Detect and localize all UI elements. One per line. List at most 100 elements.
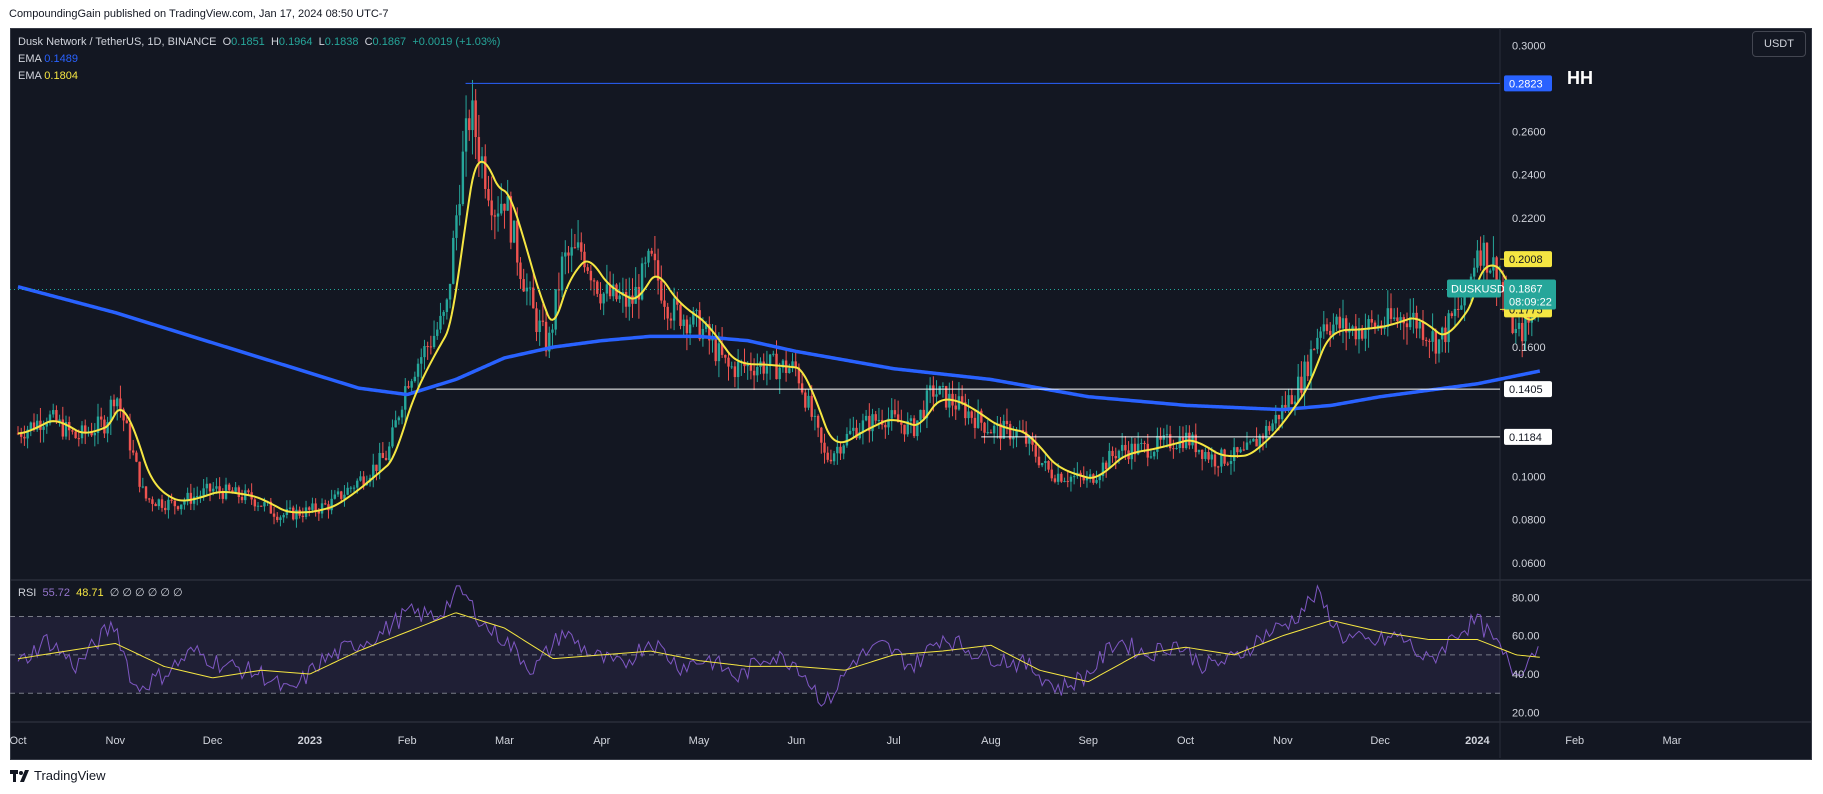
candle-body: [1063, 480, 1066, 482]
candle-body: [618, 295, 621, 300]
rsi-ma-value: 48.71: [76, 587, 104, 599]
candle-body: [1210, 454, 1213, 460]
candle-body: [468, 118, 471, 131]
candle-body: [986, 432, 989, 434]
candle-body: [1239, 449, 1242, 453]
candle-body: [576, 242, 580, 248]
candle-body: [522, 279, 525, 292]
candle-body: [1396, 317, 1399, 321]
symbol-name[interactable]: Dusk Network / TetherUS, 1D, BINANCE: [18, 36, 217, 48]
low-label: L: [318, 36, 325, 48]
candle-body: [487, 188, 490, 201]
candle-body: [61, 419, 65, 437]
symbol-tag-text: DUSKUSDT: [1451, 284, 1512, 296]
hh-annotation: HH: [1567, 68, 1593, 88]
candle-body: [551, 329, 554, 333]
candle-body: [1348, 329, 1351, 333]
candle-body: [973, 417, 977, 428]
price-label-text: 0.1184: [1509, 432, 1542, 444]
candle-body: [1268, 425, 1271, 431]
candle-body: [858, 431, 861, 439]
candle-body: [413, 376, 417, 382]
candle-body: [1098, 475, 1101, 481]
candle-body: [135, 452, 138, 462]
candle-body: [77, 438, 81, 440]
candle-body: [647, 250, 650, 263]
rsi-tick-label: 60.00: [1512, 631, 1540, 643]
candle-body: [452, 237, 455, 284]
ema-long-label[interactable]: EMA: [18, 53, 42, 65]
candle-body: [519, 262, 522, 280]
candle-body: [1271, 423, 1274, 431]
candle-body: [359, 476, 362, 481]
candle-body: [928, 385, 932, 391]
candle-body: [832, 453, 836, 462]
candle-body: [1360, 328, 1364, 339]
rsi-label[interactable]: RSI: [18, 587, 37, 599]
time-tick-label: Oct: [9, 735, 26, 747]
candle-body: [1101, 462, 1105, 476]
candle-body: [279, 517, 282, 521]
candle-body: [842, 445, 845, 454]
candle-body: [1303, 361, 1306, 393]
candle-body: [730, 366, 733, 368]
candle-body: [199, 495, 202, 497]
candle-body: [23, 436, 26, 439]
candle-body: [922, 409, 925, 419]
candle-body: [384, 457, 388, 460]
candle-body: [1357, 328, 1361, 340]
candle-body: [58, 419, 61, 422]
candle-body: [583, 251, 586, 268]
candle-body: [1220, 449, 1223, 467]
candle-body: [903, 424, 906, 435]
candle-body: [1040, 462, 1044, 466]
candle-body: [1085, 477, 1089, 481]
candle-body: [672, 298, 676, 321]
candle-body: [794, 361, 797, 368]
candle-body: [608, 284, 612, 297]
candle-body: [823, 442, 826, 453]
candle-body: [900, 422, 903, 425]
candle-body: [1162, 435, 1165, 440]
candle-body: [1338, 316, 1341, 329]
candle-body: [490, 200, 493, 216]
candle-body: [381, 452, 385, 458]
candle-body: [1194, 434, 1197, 453]
candle-body: [212, 488, 215, 492]
candle-body: [1473, 267, 1476, 277]
candle-body: [160, 499, 164, 508]
current-price-box: [1504, 279, 1556, 310]
candle-body: [1412, 312, 1415, 318]
price-tick-label: 0.1000: [1512, 472, 1546, 484]
candle-body: [1290, 395, 1293, 405]
candle-body: [727, 357, 730, 367]
candle-body: [733, 366, 737, 378]
ema-short-label[interactable]: EMA: [18, 70, 42, 82]
candle-body: [474, 100, 477, 138]
candle-body: [820, 427, 823, 443]
candle-body: [1332, 324, 1335, 336]
candle-body: [570, 247, 573, 256]
candle-body: [416, 363, 420, 377]
candle-body: [714, 338, 717, 362]
candle-body: [1524, 316, 1527, 342]
candle-body: [352, 487, 356, 489]
tradingview-logo[interactable]: TradingView: [10, 768, 106, 783]
candle-body: [503, 203, 506, 211]
currency-button[interactable]: USDT: [1752, 31, 1806, 57]
time-tick-label: Feb: [398, 735, 417, 747]
candle-body: [1489, 270, 1492, 273]
time-tick-label: Nov: [1273, 735, 1293, 747]
candle-body: [1425, 339, 1428, 341]
candle-body: [167, 499, 170, 511]
candle-body: [263, 502, 266, 507]
price-tick-label: 0.1600: [1512, 342, 1546, 354]
candle-body: [676, 298, 679, 305]
candle-body: [1274, 414, 1277, 424]
candle-body: [756, 366, 759, 376]
candle-body: [560, 256, 564, 291]
candle-body: [935, 394, 938, 397]
candle-body: [960, 396, 964, 403]
candle-body: [1514, 328, 1518, 334]
